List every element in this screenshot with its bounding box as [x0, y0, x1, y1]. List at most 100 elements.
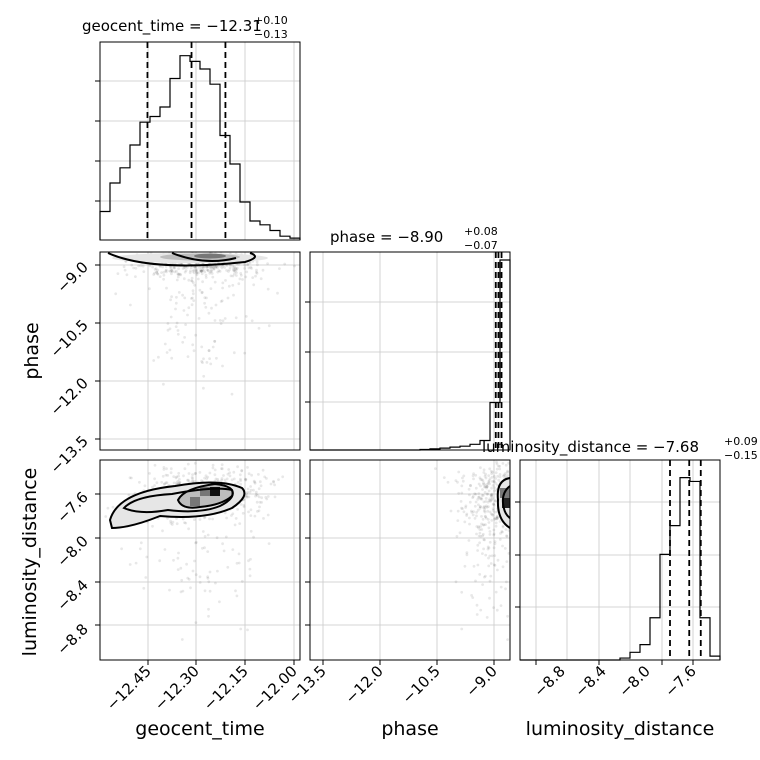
- scatter-point: [506, 469, 509, 473]
- scatter-point: [201, 530, 205, 533]
- axes-frame-phase-hist: [309, 251, 511, 451]
- scatter-point: [465, 553, 469, 557]
- scatter-point: [232, 266, 236, 270]
- scatter-point: [233, 267, 237, 271]
- scatter-point: [504, 587, 507, 591]
- scatter-point: [183, 266, 187, 269]
- scatter-point: [206, 576, 210, 580]
- scatter-point: [483, 510, 487, 514]
- scatter-point: [191, 269, 195, 273]
- scatter-point: [172, 475, 176, 478]
- scatter-point: [158, 559, 162, 563]
- scatter-point: [176, 568, 180, 571]
- scatter-point: [178, 481, 182, 484]
- scatter-point: [186, 313, 189, 317]
- scatter-point: [183, 296, 187, 300]
- scatter-point: [186, 462, 190, 466]
- scatter-point: [245, 495, 249, 498]
- scatter-point: [478, 506, 482, 510]
- scatter-point: [152, 273, 156, 276]
- scatter-point: [166, 322, 170, 325]
- scatter-point: [458, 531, 462, 535]
- scatter-point: [260, 496, 264, 500]
- scatter-point: [486, 492, 490, 496]
- scatter-point: [260, 501, 263, 504]
- scatter-point: [485, 616, 489, 619]
- scatter-point: [489, 499, 493, 503]
- scatter-point: [177, 551, 180, 555]
- scatter-point: [483, 575, 486, 579]
- scatter-point: [487, 521, 491, 524]
- scatter-point: [248, 261, 252, 265]
- scatter-point: [266, 262, 269, 265]
- scatter-point: [492, 502, 496, 506]
- scatter-point: [486, 518, 490, 521]
- scatter-point: [180, 638, 184, 641]
- scatter-point: [250, 267, 253, 270]
- histogram-phase: phase = −8.90 +0.08 −0.07: [305, 225, 511, 451]
- scatter-point: [500, 530, 504, 533]
- scatter-point: [254, 274, 257, 278]
- scatter-point: [220, 467, 224, 471]
- scatter-point: [476, 543, 480, 547]
- scatter-point: [134, 561, 138, 565]
- scatter-point: [213, 340, 217, 343]
- scatter-point: [507, 461, 510, 465]
- scatter-point: [492, 528, 496, 532]
- scatter-point: [249, 508, 253, 512]
- scatter-point: [251, 276, 255, 279]
- scatter-point: [152, 359, 156, 362]
- scatter-point: [480, 478, 484, 482]
- scatter-point: [219, 322, 223, 325]
- title-luminosity-distance: luminosity_distance = −7.68: [482, 438, 699, 457]
- scatter-point: [272, 480, 275, 484]
- scatter-point: [478, 531, 482, 535]
- scatter-point: [214, 477, 218, 481]
- scatter-point: [199, 270, 203, 273]
- scatter-point: [234, 589, 237, 593]
- scatter-point: [495, 515, 499, 518]
- y-tick-lumdist-1: −8.4: [53, 576, 91, 614]
- scatter-point: [477, 526, 480, 530]
- scatter-point: [239, 272, 243, 275]
- scatter-point: [213, 280, 217, 284]
- scatter-point: [236, 465, 240, 469]
- scatter-point: [176, 273, 180, 276]
- title-lumdist-plus: +0.09: [724, 435, 758, 448]
- axes-frame-lumdist-geocent: [99, 459, 301, 661]
- scatter-point: [128, 563, 132, 566]
- scatter-point: [488, 579, 492, 583]
- scatter-point: [482, 468, 486, 472]
- scatter-point: [493, 486, 496, 490]
- scatter-point: [237, 561, 241, 565]
- scatter-point: [212, 267, 216, 271]
- scatter-point: [128, 476, 132, 480]
- y-tick-lumdist-2: −8.0: [53, 532, 91, 570]
- scatter-point: [122, 265, 126, 269]
- scatter-point: [482, 547, 485, 551]
- scatter-point: [495, 515, 499, 519]
- scatter-point: [456, 480, 459, 484]
- scatter-point: [481, 482, 485, 486]
- scatter-point: [479, 496, 483, 500]
- scatter-point: [259, 484, 263, 488]
- scatter-point: [190, 279, 193, 282]
- scatter-point: [175, 295, 178, 299]
- scatter-point: [490, 495, 493, 498]
- axes-frame-lumdist-phase: [309, 459, 511, 661]
- scatter-point: [165, 467, 168, 471]
- scatter-point: [176, 272, 180, 276]
- scatter-point: [228, 471, 232, 475]
- scatter-point: [174, 301, 178, 305]
- scatter-point: [474, 473, 478, 477]
- scatter-point: [182, 474, 185, 478]
- scatter-point: [498, 464, 502, 468]
- scatter-point: [485, 492, 489, 496]
- scatter-point: [206, 269, 210, 273]
- scatter-point: [478, 476, 482, 480]
- scatter-point: [477, 496, 480, 499]
- scatter-point: [187, 527, 191, 531]
- scatter-point: [245, 495, 249, 499]
- scatter-point: [490, 493, 493, 496]
- scatter-point: [490, 554, 494, 558]
